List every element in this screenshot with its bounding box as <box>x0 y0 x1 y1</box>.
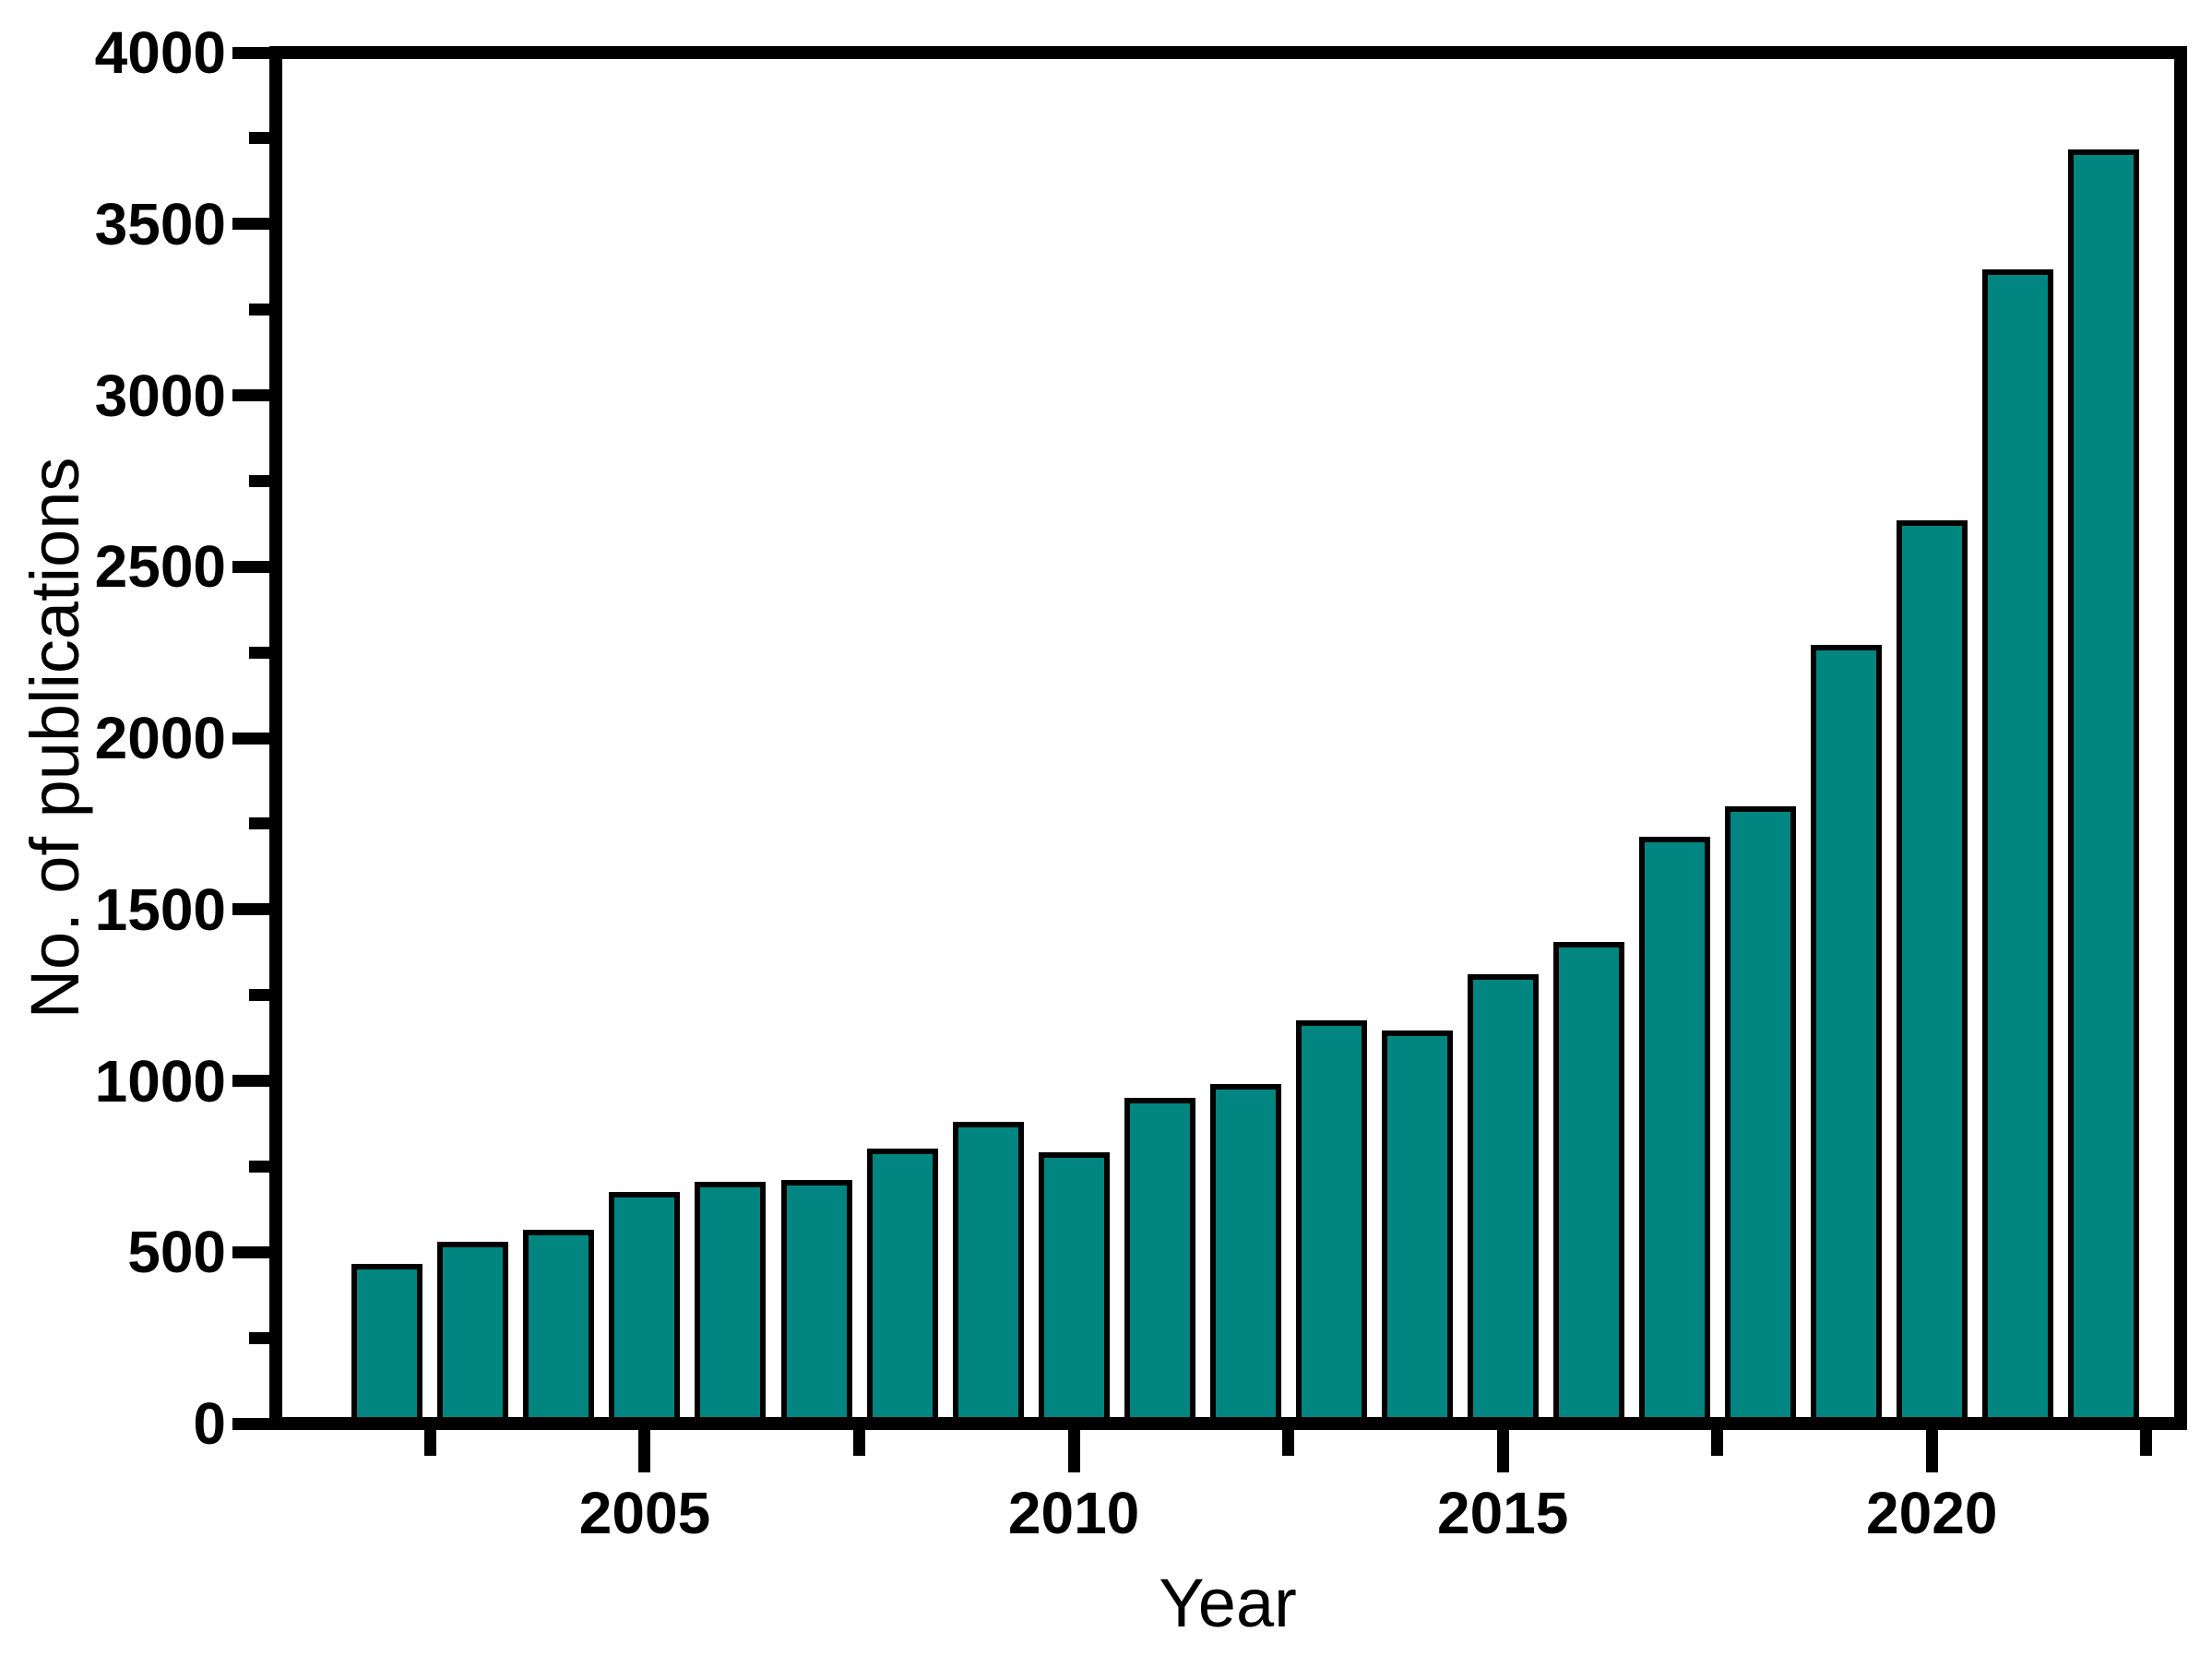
y-major-tick-500 <box>232 1245 269 1258</box>
y-major-tick-0 <box>232 1417 269 1430</box>
bar-2019 <box>1810 645 1882 1430</box>
bar-2015 <box>1467 973 1539 1430</box>
bar-2018 <box>1724 805 1796 1430</box>
top-frame-line <box>269 46 2187 59</box>
bar-2021 <box>1981 269 2053 1430</box>
bar-2002 <box>351 1263 423 1430</box>
x-tick-label-2005: 2005 <box>578 1480 711 1546</box>
bar-2013 <box>1295 1020 1367 1430</box>
y-axis-line <box>269 46 282 1430</box>
x-minor-tick-2002.5 <box>423 1430 436 1456</box>
bar-2012 <box>1209 1083 1281 1430</box>
bar-2011 <box>1124 1097 1195 1430</box>
bar-2005 <box>609 1191 681 1430</box>
y-tick-label-500: 500 <box>127 1219 226 1286</box>
right-frame-line <box>2174 46 2187 1430</box>
bar-2022 <box>2067 149 2139 1430</box>
y-major-tick-2500 <box>232 560 269 573</box>
bar-2003 <box>437 1241 509 1430</box>
bar-2007 <box>780 1179 852 1430</box>
y-major-tick-2000 <box>232 732 269 745</box>
x-minor-tick-2007.5 <box>853 1430 866 1456</box>
y-minor-tick-3750 <box>249 132 269 145</box>
y-tick-label-2500: 2500 <box>94 533 226 601</box>
bar-2006 <box>695 1181 767 1430</box>
y-minor-tick-750 <box>249 1160 269 1173</box>
x-minor-tick-2017.5 <box>1711 1430 1724 1456</box>
x-major-tick-2010 <box>1067 1430 1080 1472</box>
y-major-tick-1000 <box>232 1075 269 1087</box>
y-major-tick-3000 <box>232 389 269 401</box>
x-axis-title: Year <box>1159 1565 1297 1641</box>
bar-2014 <box>1381 1031 1453 1430</box>
bar-2017 <box>1638 837 1710 1430</box>
x-minor-tick-2022.5 <box>2140 1430 2153 1456</box>
y-minor-tick-250 <box>249 1331 269 1344</box>
y-tick-label-1500: 1500 <box>94 876 226 943</box>
x-tick-label-2010: 2010 <box>1007 1480 1140 1546</box>
x-tick-label-2020: 2020 <box>1866 1480 1998 1546</box>
x-minor-tick-2012.5 <box>1282 1430 1295 1456</box>
y-tick-label-4000: 4000 <box>94 19 226 86</box>
y-minor-tick-3250 <box>249 304 269 316</box>
y-major-tick-3500 <box>232 218 269 231</box>
bar-2009 <box>952 1121 1024 1430</box>
y-minor-tick-2750 <box>249 474 269 487</box>
bar-2008 <box>866 1149 938 1430</box>
y-minor-tick-1250 <box>249 989 269 1002</box>
y-tick-label-1000: 1000 <box>94 1047 226 1114</box>
y-minor-tick-2250 <box>249 646 269 659</box>
bar-2010 <box>1038 1152 1110 1430</box>
x-axis-line <box>269 1417 2187 1430</box>
y-tick-label-3000: 3000 <box>94 362 226 429</box>
x-tick-label-2015: 2015 <box>1436 1480 1569 1546</box>
bar-2004 <box>523 1229 595 1430</box>
y-tick-label-0: 0 <box>193 1390 226 1457</box>
x-major-tick-2020 <box>1925 1430 1938 1472</box>
bar-2020 <box>1896 519 1968 1430</box>
y-major-tick-1500 <box>232 903 269 916</box>
x-major-tick-2015 <box>1496 1430 1509 1472</box>
y-tick-label-2000: 2000 <box>94 705 226 771</box>
y-major-tick-4000 <box>232 46 269 59</box>
y-minor-tick-1750 <box>249 817 269 830</box>
bar-2016 <box>1552 941 1624 1430</box>
y-tick-label-3500: 3500 <box>94 190 226 257</box>
x-major-tick-2005 <box>638 1430 651 1472</box>
